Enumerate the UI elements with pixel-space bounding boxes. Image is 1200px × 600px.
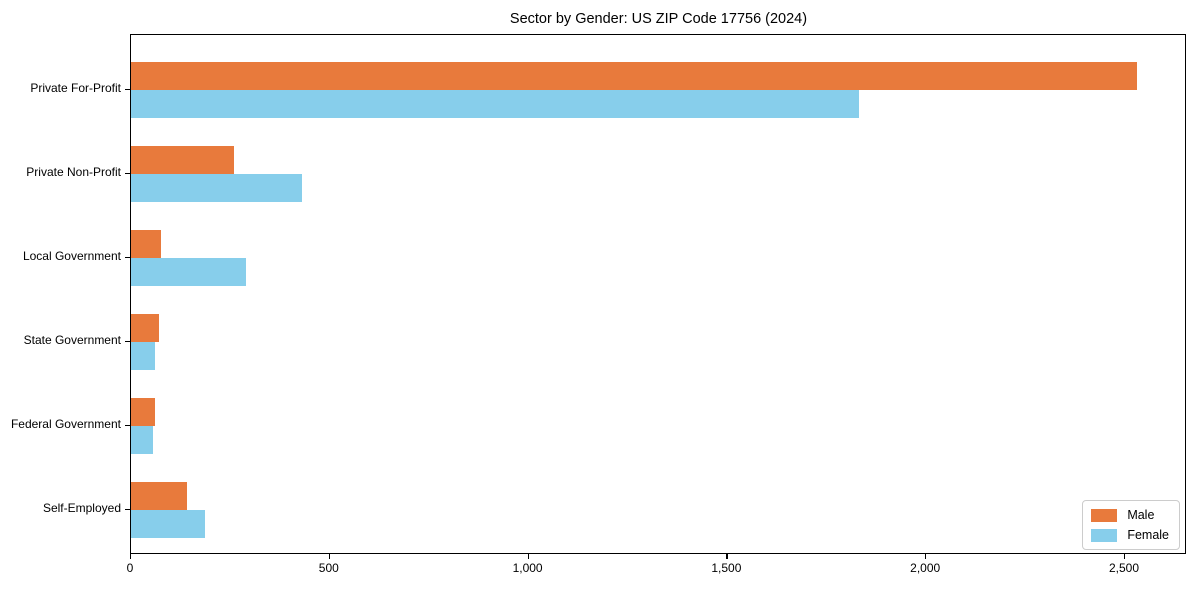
xtick-mark — [726, 554, 728, 559]
bar-male-self-employed — [131, 482, 187, 510]
ytick-label-self-employed: Self-Employed — [42, 501, 121, 515]
female-legend-label: Female — [1127, 528, 1169, 542]
xtick-mark — [130, 554, 132, 559]
ytick-mark — [125, 256, 130, 258]
bar-female-private-non-profit — [131, 174, 302, 202]
legend: Male Female — [1082, 500, 1180, 550]
ytick-mark — [125, 508, 130, 510]
bar-female-federal-government — [131, 426, 153, 454]
legend-item-male: Male — [1091, 508, 1169, 522]
chart-title: Sector by Gender: US ZIP Code 17756 (202… — [509, 11, 808, 27]
bar-female-local-government — [131, 258, 247, 286]
ytick-label-federal-government: Federal Government — [10, 417, 121, 431]
ytick-mark — [125, 340, 130, 342]
ytick-mark — [125, 172, 130, 174]
xtick-label-1000: 1,000 — [512, 561, 543, 575]
xtick-label-2000: 2,000 — [910, 561, 941, 575]
xtick-label-1500: 1,500 — [711, 561, 742, 575]
ytick-label-private-for-profit: Private For-Profit — [30, 81, 121, 95]
xtick-mark — [328, 554, 330, 559]
xtick-label-500: 500 — [318, 561, 339, 575]
bar-female-state-government — [131, 342, 155, 370]
xtick-label-2500: 2,500 — [1108, 561, 1140, 575]
xtick-mark — [925, 554, 927, 559]
bar-female-private-for-profit — [131, 90, 859, 118]
bar-male-federal-government — [131, 398, 155, 426]
male-legend-swatch — [1091, 508, 1118, 522]
xtick-label-0: 0 — [126, 561, 134, 575]
female-legend-swatch — [1091, 528, 1118, 542]
ytick-label-state-government: State Government — [23, 333, 121, 347]
male-legend-label: Male — [1127, 508, 1155, 522]
ytick-mark — [125, 424, 130, 426]
xtick-mark — [527, 554, 529, 559]
xtick-mark — [1124, 554, 1126, 559]
bar-male-state-government — [131, 314, 159, 342]
legend-item-female: Female — [1091, 528, 1169, 542]
ytick-mark — [125, 88, 130, 90]
bar-female-self-employed — [131, 510, 205, 538]
plot-area: Male Female — [130, 34, 1186, 554]
ytick-label-private-non-profit: Private Non-Profit — [26, 165, 121, 179]
ytick-label-local-government: Local Government — [22, 249, 121, 263]
bar-male-private-non-profit — [131, 146, 235, 174]
bar-male-local-government — [131, 230, 161, 258]
bar-male-private-for-profit — [131, 62, 1137, 90]
